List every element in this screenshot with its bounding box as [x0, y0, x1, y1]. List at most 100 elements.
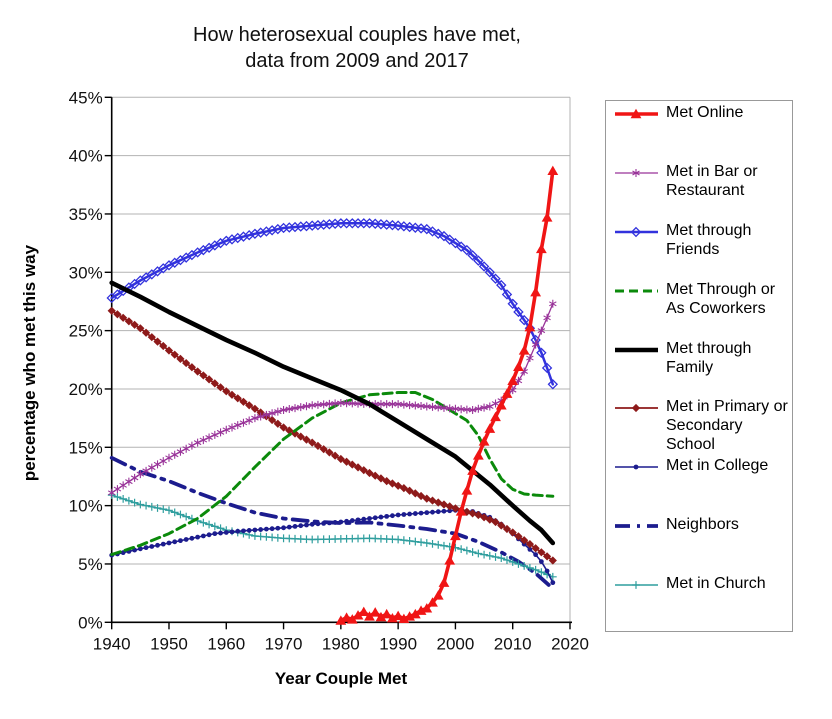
marker-star	[125, 477, 133, 486]
legend-box: Met Online Met in Bar or Restaurant Met th…	[605, 100, 793, 632]
marker-star	[130, 473, 139, 482]
marker-dot	[533, 552, 539, 558]
marker-star	[480, 403, 488, 412]
chart-title-line1: How heterosexual couples have met,	[193, 24, 521, 46]
marker-diamond	[548, 556, 557, 565]
marker-star	[526, 354, 534, 363]
marker-dot	[235, 528, 241, 534]
x-axis-title: Year Couple Met	[274, 669, 408, 688]
marker-star	[262, 410, 271, 419]
y-tick-label: 15%	[69, 438, 103, 457]
marker-plus	[434, 540, 443, 549]
marker-dot	[361, 516, 367, 522]
marker-dot	[372, 515, 378, 521]
marker-diamond	[113, 310, 122, 319]
marker-diamond	[319, 445, 328, 454]
marker-triangle	[392, 610, 404, 621]
marker-triangle	[467, 465, 479, 475]
marker-star	[543, 313, 551, 322]
x-tick-label: 1940	[93, 634, 131, 653]
marker-plus	[457, 545, 466, 553]
marker-star	[251, 414, 259, 423]
marker-plus	[199, 518, 208, 527]
marker-open-diamond	[427, 226, 438, 237]
marker-diamond	[313, 441, 323, 450]
marker-dot	[424, 510, 430, 516]
marker-star	[119, 481, 127, 490]
marker-triangle	[427, 597, 438, 607]
y-tick-label: 10%	[69, 497, 103, 516]
marker-star	[148, 463, 156, 472]
marker-dot	[137, 546, 143, 552]
marker-dot	[298, 523, 304, 529]
marker-star	[205, 433, 213, 442]
marker-open-diamond	[547, 379, 559, 390]
x-tick-label: 2020	[551, 634, 589, 653]
marker-dot	[378, 514, 384, 520]
marker-dot	[384, 513, 390, 519]
marker-diamond	[416, 491, 426, 501]
marker-diamond	[130, 320, 139, 329]
marker-star	[279, 405, 288, 414]
marker-diamond	[376, 474, 386, 483]
marker-diamond	[250, 404, 260, 413]
marker-dot	[166, 540, 172, 546]
marker-dot	[447, 508, 453, 514]
marker-dot	[172, 539, 178, 545]
marker-diamond	[325, 448, 334, 457]
series-line-neighbors	[109, 455, 555, 591]
marker-diamond	[399, 484, 408, 493]
marker-dot	[418, 510, 424, 516]
marker-triangle	[432, 590, 444, 600]
marker-star	[165, 453, 173, 462]
marker-dot	[326, 520, 332, 526]
marker-star	[474, 404, 483, 413]
marker-triangle	[444, 555, 456, 565]
marker-plus	[491, 553, 500, 561]
marker-star	[170, 450, 179, 459]
marker-diamond	[176, 354, 185, 363]
marker-star	[199, 436, 208, 445]
legend-label: Met in Bar or Restaurant	[666, 162, 758, 199]
series-line-met-in-bar-or-restaurant	[111, 303, 554, 494]
marker-triangle	[421, 603, 433, 613]
marker-dot	[430, 509, 435, 515]
marker-dot	[229, 529, 235, 535]
chart-title: How heterosexual couples have met, data …	[0, 22, 714, 74]
marker-open-diamond	[467, 250, 478, 261]
marker-dot	[550, 580, 556, 586]
y-tick-label: 45%	[69, 88, 103, 107]
marker-diamond	[542, 552, 552, 561]
marker-plus	[210, 522, 219, 531]
marker-diamond	[204, 375, 214, 384]
marker-triangle	[490, 411, 501, 422]
marker-star	[268, 409, 276, 418]
marker-open-diamond	[238, 231, 249, 242]
marker-dot	[178, 538, 183, 544]
marker-triangle	[524, 321, 536, 332]
legend-label: Met through Friends	[666, 221, 752, 258]
marker-diamond	[124, 317, 133, 326]
legend-item-1: Met Online	[606, 101, 792, 160]
marker-triangle	[409, 608, 421, 619]
marker-diamond	[520, 536, 529, 545]
series-line-met-in-church	[111, 494, 554, 578]
marker-diamond	[631, 404, 641, 413]
legend-sample-line	[615, 226, 658, 237]
marker-triangle	[335, 615, 347, 625]
y-tick-label: 30%	[69, 263, 103, 282]
legend-sample-line	[615, 289, 658, 293]
marker-plus	[136, 500, 145, 509]
marker-diamond	[153, 337, 162, 346]
marker-open-diamond	[232, 232, 243, 244]
marker-triangle	[450, 530, 461, 541]
marker-triangle	[507, 375, 519, 385]
y-tick-label: 40%	[69, 147, 103, 166]
marker-diamond	[210, 379, 219, 388]
marker-open-diamond	[226, 234, 238, 245]
legend-sample-line	[615, 404, 658, 413]
marker-triangle	[495, 400, 507, 410]
marker-dot	[246, 528, 252, 533]
marker-diamond	[365, 468, 374, 478]
marker-diamond	[273, 419, 282, 428]
